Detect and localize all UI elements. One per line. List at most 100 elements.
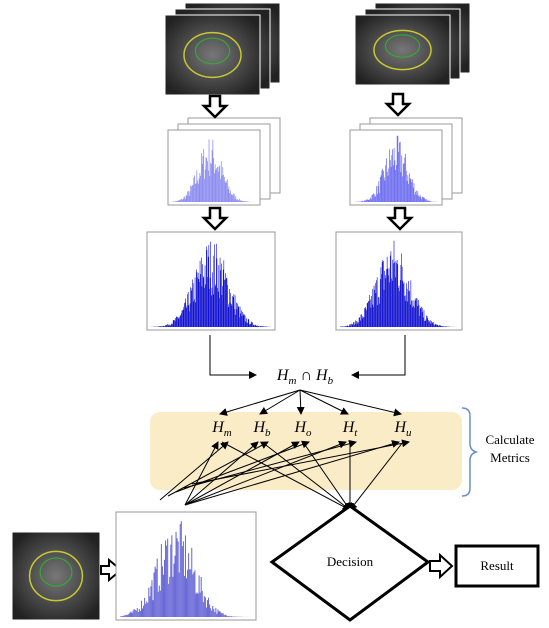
histogram-bar: [169, 577, 170, 617]
histogram-bar: [177, 317, 178, 327]
metric-sub: b: [265, 427, 271, 439]
histogram-bar: [204, 179, 205, 202]
histogram-bar: [417, 299, 418, 327]
histogram-bar: [219, 298, 220, 327]
histogram-bar: [175, 201, 176, 202]
histogram-bar: [215, 608, 216, 617]
histogram-bar: [162, 326, 163, 327]
histogram-bar: [416, 298, 417, 327]
histogram-bar: [203, 149, 204, 202]
histogram-bar: [216, 244, 217, 327]
histogram-bar: [210, 242, 211, 327]
histogram-bar: [428, 320, 429, 327]
metric-sub: m: [224, 427, 232, 439]
histogram-bar: [374, 194, 375, 202]
histogram-bar: [379, 297, 380, 327]
histogram-bar: [257, 326, 258, 327]
histogram-bar: [242, 312, 243, 327]
histogram-bar: [434, 324, 435, 327]
histogram-bar: [139, 609, 140, 617]
histogram-bar: [418, 196, 419, 202]
histogram-bar: [220, 270, 221, 327]
diagram: Hm∩Hb HmHbHoHtHu Calculate Metrics Decis…: [0, 0, 549, 628]
histogram-bar: [180, 200, 181, 202]
histogram-bar: [373, 194, 374, 202]
histogram-bar: [172, 325, 173, 327]
histogram-bar: [207, 277, 208, 327]
histogram-bar: [363, 317, 364, 327]
histogram-bar: [187, 191, 188, 202]
histogram-bar: [206, 158, 207, 202]
histogram-bar: [187, 196, 188, 202]
histogram-bar: [392, 281, 393, 327]
histogram-bar: [211, 164, 212, 202]
histogram-bar: [192, 280, 193, 327]
histogram-bar: [210, 163, 211, 202]
histogram-bar: [350, 324, 351, 327]
histogram-bar: [164, 560, 165, 617]
histogram-bar: [154, 573, 155, 617]
histogram-bar: [197, 278, 198, 327]
histogram-bar: [221, 264, 222, 327]
histogram-bar: [174, 556, 175, 617]
histogram-bar: [209, 604, 210, 617]
histogram-bar: [222, 286, 223, 327]
result-label: Result: [480, 558, 514, 573]
histogram-bar: [167, 539, 168, 617]
histogram-bar: [349, 324, 350, 327]
histogram-bar: [412, 307, 413, 327]
hollow-arrow: [387, 94, 409, 115]
histogram-bar: [159, 326, 160, 327]
histogram-bar: [382, 260, 383, 327]
histogram-bar: [177, 538, 178, 617]
histogram-bar: [134, 609, 135, 617]
histogram-bar: [224, 177, 225, 202]
histogram-bar: [421, 308, 422, 327]
histogram-bar: [259, 326, 260, 327]
histogram-bar: [393, 165, 394, 202]
histogram-bar: [183, 541, 184, 617]
histogram-bar: [191, 291, 192, 327]
histogram-bar: [165, 325, 166, 327]
histogram-bar: [165, 326, 166, 327]
histogram-bar: [245, 316, 246, 327]
histogram-bar: [206, 246, 207, 327]
histogram-bar: [189, 311, 190, 327]
histogram-bar: [242, 201, 243, 202]
histogram-bar: [399, 291, 400, 327]
histogram-bar: [203, 156, 204, 202]
histogram-bar: [225, 615, 226, 617]
histogram-bar: [424, 310, 425, 327]
histogram-bar: [230, 191, 231, 202]
histogram-bar: [169, 325, 170, 327]
histogram-bar: [261, 326, 262, 327]
histogram-bar: [184, 197, 185, 202]
histogram-bar: [368, 301, 369, 327]
histogram-bar: [225, 183, 226, 202]
histogram-bar: [232, 195, 233, 202]
histogram-bar: [208, 598, 209, 617]
histogram-bar: [214, 244, 215, 327]
histogram-bar: [390, 160, 391, 202]
histogram-bar: [358, 322, 359, 327]
histogram-bar: [395, 277, 396, 327]
histogram-bar: [398, 152, 399, 202]
histogram-bar: [129, 613, 130, 617]
histogram-bar: [206, 157, 207, 202]
histogram-bar: [365, 307, 366, 327]
histogram-bar: [370, 299, 371, 327]
histogram-bar: [415, 192, 416, 202]
histogram-bar: [392, 260, 393, 327]
histogram-bar: [348, 326, 349, 327]
mri-slice: [165, 15, 260, 95]
histogram-bar: [211, 295, 212, 327]
histogram-bar: [151, 580, 152, 617]
histogram-bar: [391, 278, 392, 327]
histogram-bar: [371, 308, 372, 327]
histogram-bar: [204, 596, 205, 617]
histogram-bar: [172, 324, 173, 327]
histogram-bar: [255, 325, 256, 327]
histogram-bar: [404, 282, 405, 327]
histogram-bar: [365, 201, 366, 202]
histogram-bar: [364, 308, 365, 327]
